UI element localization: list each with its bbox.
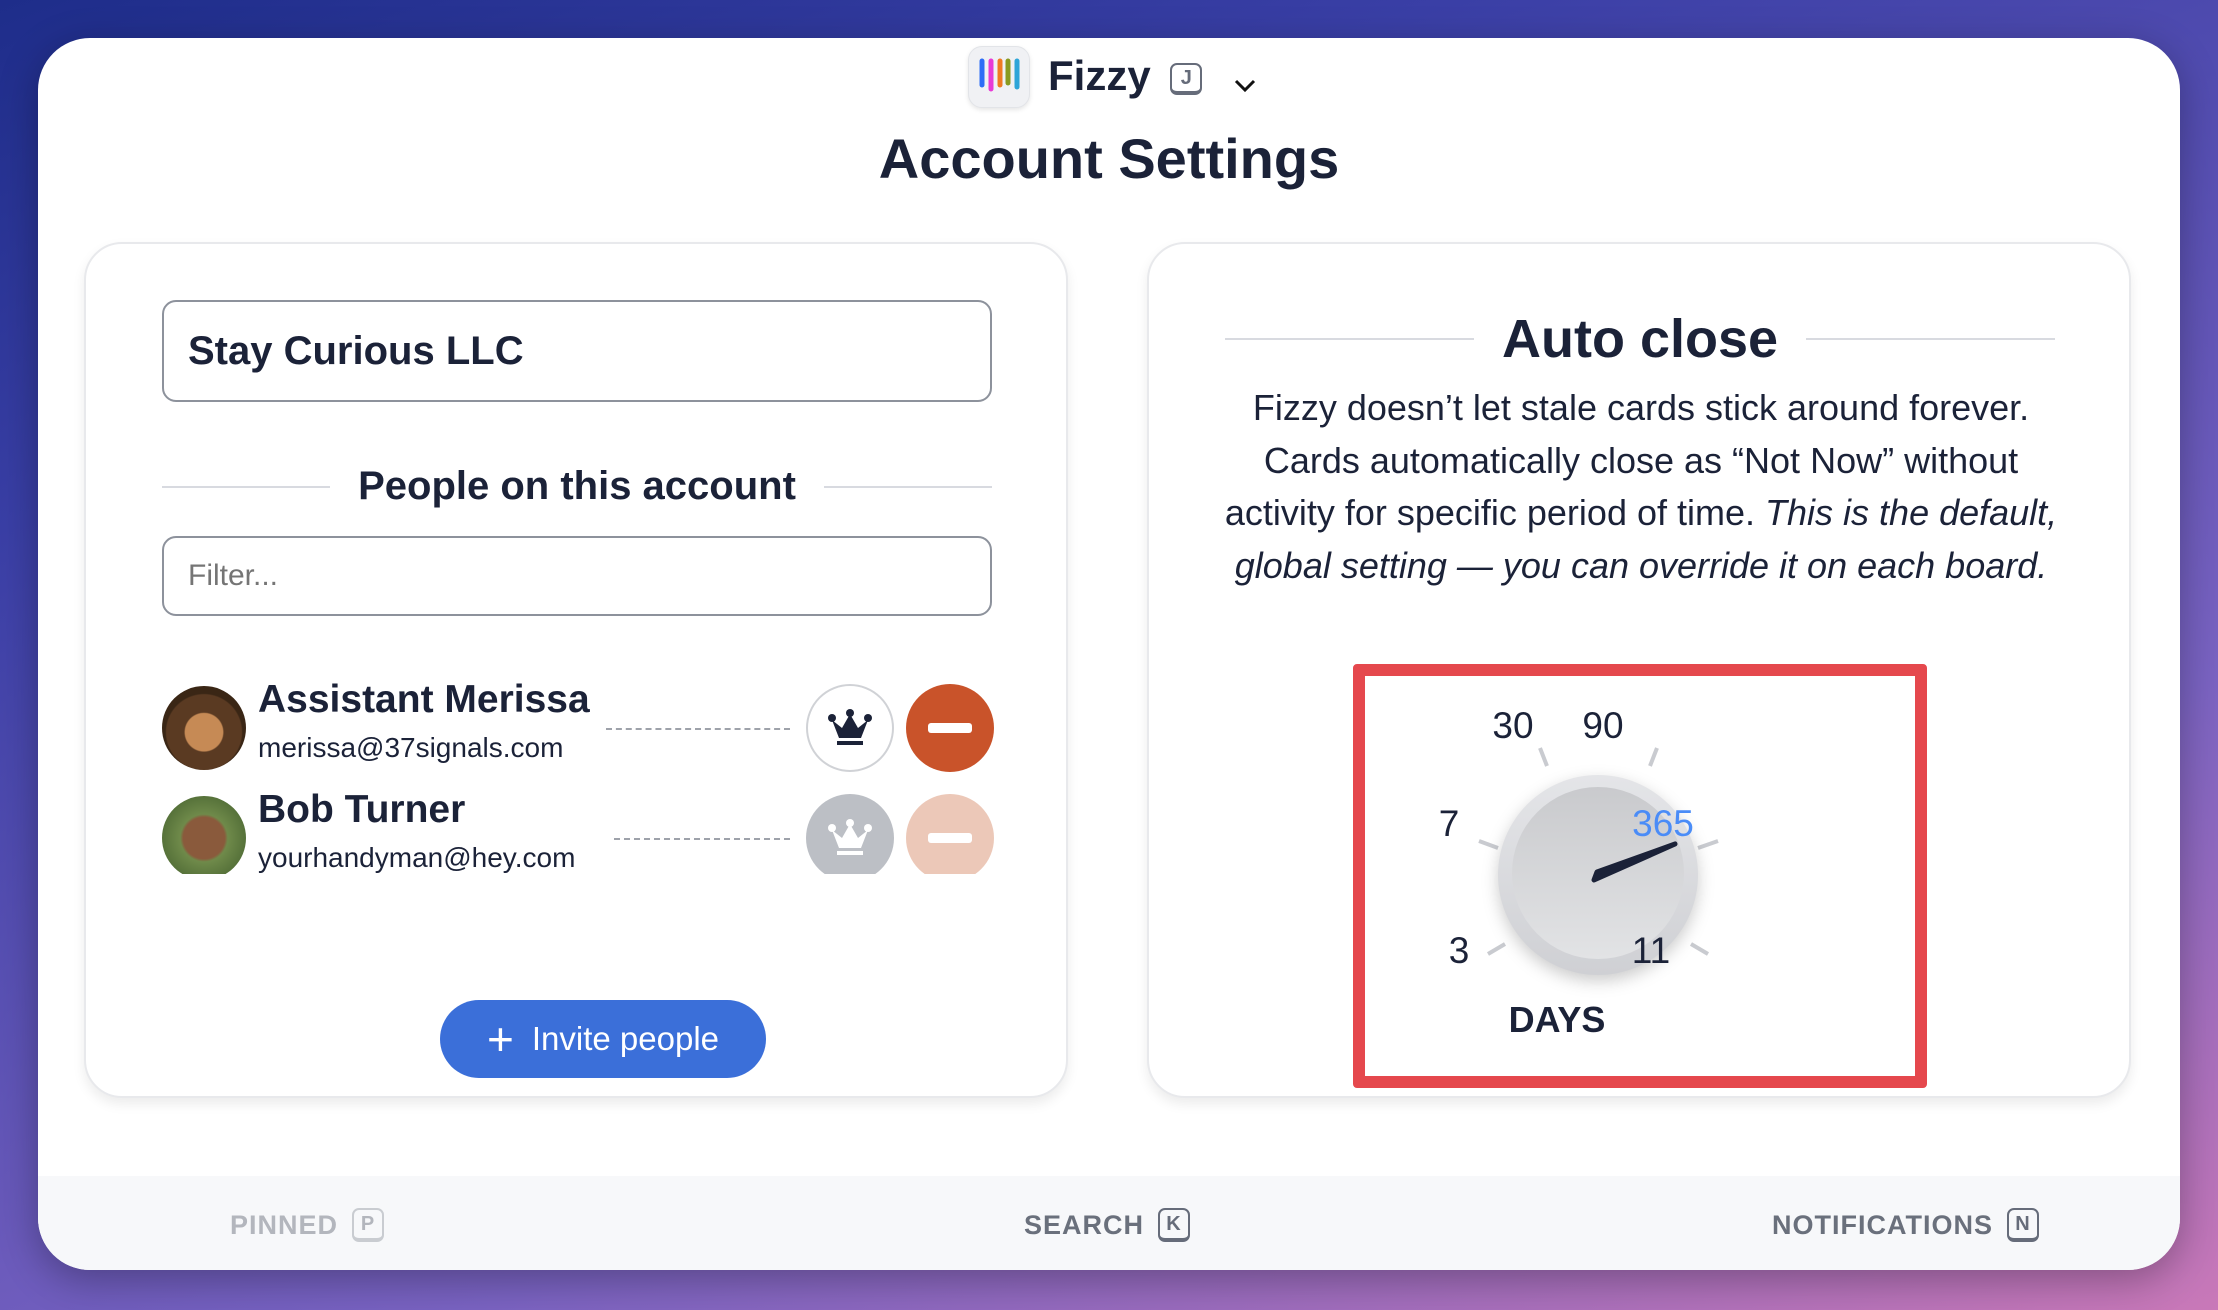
auto-close-card: Auto close Fizzy doesn’t let stale cards… <box>1147 242 2131 1098</box>
description-text: Fizzy doesn’t let stale cards stick arou… <box>1224 387 2030 533</box>
fizzy-logo[interactable] <box>968 46 1030 108</box>
remove-person-button[interactable] <box>906 794 994 874</box>
page-title: Account Settings <box>878 127 1340 190</box>
person-email: yourhandyman@hey.com <box>258 842 576 873</box>
dial-svg <box>1478 747 1719 975</box>
admin-toggle-button[interactable] <box>806 684 894 772</box>
dial-option-30[interactable]: 30 <box>1492 705 1534 746</box>
filter-input[interactable] <box>162 536 992 616</box>
remove-person-button[interactable] <box>906 684 994 772</box>
people-heading: People on this account <box>358 464 796 508</box>
auto-close-dial-highlight: 30 90 7 365 3 11 DAYS <box>1353 664 1927 1088</box>
notifications-key: N <box>2006 1208 2039 1242</box>
shortcut-key: J <box>1170 62 1203 95</box>
auto-close-description: Fizzy doesn’t let stale cards stick arou… <box>1219 382 2063 592</box>
dial-ticks <box>1478 747 1719 956</box>
list-item: Bob Turner yourhandyman@hey.com <box>162 788 994 874</box>
person-email: merissa@37signals.com <box>258 732 564 763</box>
dial-option-90[interactable]: 90 <box>1582 705 1624 746</box>
plus-icon: + <box>486 1013 514 1065</box>
dial-option-11[interactable]: 11 <box>1631 930 1671 971</box>
people-section-heading: People on this account <box>162 464 992 509</box>
avatar <box>162 796 246 874</box>
account-name-input[interactable] <box>162 300 992 402</box>
list-item: Assistant Merissa merissa@37signals.com <box>162 678 994 776</box>
person-name: Bob Turner <box>258 788 466 831</box>
crown-icon <box>828 709 872 745</box>
divider <box>614 838 790 840</box>
description-italic: This is the default, global setting — yo… <box>1234 492 2058 586</box>
dial-option-3[interactable]: 3 <box>1448 930 1470 971</box>
dial-needle <box>1591 841 1678 883</box>
search-label: SEARCH <box>1024 1209 1145 1240</box>
minus-icon <box>928 723 972 733</box>
app-window: Fizzy J Account Settings People on this … <box>38 38 2180 1270</box>
person-name: Assistant Merissa <box>258 678 590 721</box>
pinned-label: PINNED <box>230 1209 339 1240</box>
pinned-button[interactable]: PINNED P <box>230 1208 385 1242</box>
crown-icon <box>828 819 872 855</box>
account-card: People on this account Assistant Merissa… <box>84 242 1068 1098</box>
app-name: Fizzy <box>1048 52 1151 99</box>
minus-icon <box>928 833 972 843</box>
search-button[interactable]: SEARCH K <box>1024 1208 1191 1242</box>
search-key: K <box>1158 1208 1191 1242</box>
footer-bar: PINNED P SEARCH K NOTIFICATIONS N <box>38 1176 2180 1270</box>
auto-close-heading: Auto close <box>1501 309 1779 369</box>
dial-option-365-selected[interactable]: 365 <box>1632 803 1694 844</box>
account-switcher[interactable]: Fizzy J <box>1048 52 1256 103</box>
dial-unit-label: DAYS <box>1508 999 1606 1040</box>
notifications-label: NOTIFICATIONS <box>1772 1209 1993 1240</box>
people-list: Assistant Merissa merissa@37signals.com … <box>86 664 1066 874</box>
invite-label: Invite people <box>531 1020 719 1057</box>
avatar <box>162 686 246 770</box>
divider <box>606 728 790 730</box>
dial-option-7[interactable]: 7 <box>1438 803 1460 844</box>
invite-people-button[interactable]: + Invite people <box>440 1000 766 1078</box>
notifications-button[interactable]: NOTIFICATIONS N <box>1772 1208 2039 1242</box>
chevron-down-icon <box>1234 55 1256 103</box>
pinned-key: P <box>352 1208 385 1242</box>
auto-close-heading-row: Auto close <box>1225 308 2056 370</box>
admin-toggle-button[interactable] <box>806 794 894 874</box>
